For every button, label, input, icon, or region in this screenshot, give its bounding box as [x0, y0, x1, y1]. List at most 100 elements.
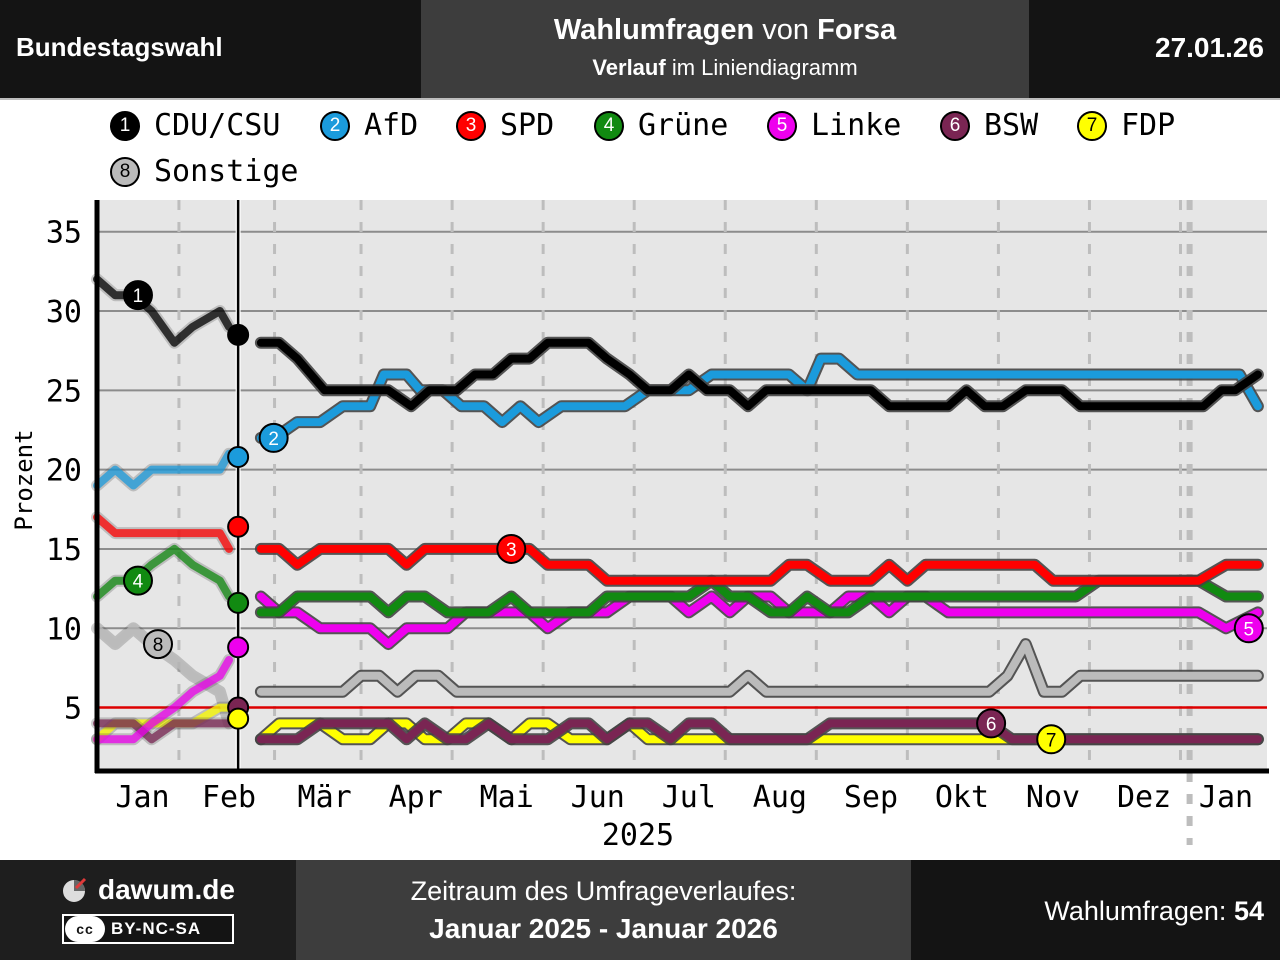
- y-tick-label: 20: [46, 454, 82, 489]
- x-tick-label: Dez: [1117, 780, 1171, 815]
- header-subtitle: Verlauf im Liniendiagramm: [421, 55, 1029, 81]
- legend: 1 CDU/CSU 2 AfD 3 SPD 4 Grüne 5 Linke 6 BSW 7 FDP 8 Son…: [0, 104, 1280, 200]
- series-line-gr-ne: [256, 576, 1262, 617]
- series-label-circle: [122, 565, 153, 596]
- x-tick-label: Jun: [571, 780, 625, 815]
- series-line-bsw: [93, 719, 233, 744]
- election-title: Bundestagswahl: [16, 32, 223, 62]
- legend-label-gr-ne: Grüne: [638, 108, 729, 143]
- x-tick-label: Mär: [298, 780, 352, 815]
- series-label-number: 1: [133, 286, 144, 307]
- legend-marker-spd: 3: [456, 110, 486, 141]
- legend-item-fdp[interactable]: 7 FDP: [1077, 108, 1175, 143]
- x-tick-label: Jan: [115, 780, 169, 815]
- series-label-number: 5: [1244, 619, 1255, 640]
- x-tick-label: Okt: [935, 780, 989, 815]
- dawum-logo-icon: [63, 877, 87, 902]
- footer-period-panel: Zeitraum des Umfrageverlaufes: Januar 20…: [296, 860, 911, 960]
- election-result-cdu-csu: [227, 323, 250, 346]
- series-label-number: 3: [506, 540, 517, 561]
- series-label-circle: [1036, 724, 1067, 755]
- legend-label-linke: Linke: [811, 108, 902, 143]
- election-result-gr-ne: [227, 591, 250, 614]
- x-axis-year-label: 2025: [602, 818, 674, 853]
- election-result-afd: [227, 445, 250, 468]
- legend-marker-cdu-csu: 1: [110, 110, 140, 141]
- series-label-gr-ne: 4: [122, 565, 153, 596]
- y-tick-label: 25: [46, 374, 82, 409]
- series-line-cdu-csu: [93, 275, 233, 347]
- series-label-spd: 3: [496, 533, 527, 564]
- license-badge[interactable]: cc BY-NC-SA: [62, 914, 234, 944]
- series-label-bsw: 6: [976, 708, 1007, 739]
- x-tick-label: Jan: [1199, 780, 1253, 815]
- series-label-sonstige: 8: [143, 629, 174, 660]
- y-axis-label: Prozent: [10, 429, 38, 530]
- brand-name: dawum.de: [98, 874, 235, 905]
- series-label-circle: [496, 533, 527, 564]
- y-tick-label: 35: [46, 216, 82, 251]
- y-tick-label: 5: [64, 692, 82, 727]
- series-label-cdu-csu: 1: [122, 280, 153, 311]
- series-label-number: 7: [1046, 730, 1057, 751]
- header-date: 27.01.26: [1155, 32, 1264, 63]
- series-line-sonstige: [256, 640, 1262, 696]
- legend-item-gr-ne[interactable]: 4 Grüne: [594, 108, 728, 143]
- footer-bar: dawum.de cc BY-NC-SA Zeitraum des Umfrag…: [0, 860, 1280, 960]
- series-label-afd: 2: [258, 422, 289, 453]
- header-divider: [0, 98, 1280, 100]
- poll-count-label: Wahlumfragen:: [1044, 896, 1227, 926]
- series-label-circle: [122, 280, 153, 311]
- series-line-cdu-csu: [256, 338, 1262, 411]
- legend-label-sonstige: Sonstige: [154, 154, 299, 189]
- legend-item-spd[interactable]: 3 SPD: [456, 108, 554, 143]
- legend-label-afd: AfD: [364, 108, 419, 143]
- legend-marker-bsw: 6: [940, 110, 970, 141]
- brand[interactable]: dawum.de: [62, 874, 235, 906]
- period-value: Januar 2025 - Januar 2026: [429, 913, 778, 944]
- x-tick-label: Apr: [389, 780, 443, 815]
- footer-brand-panel: dawum.de cc BY-NC-SA: [0, 860, 296, 960]
- legend-item-bsw[interactable]: 6 BSW: [940, 108, 1038, 143]
- creative-commons-icon: cc: [65, 916, 105, 942]
- header-bar: Bundestagswahl Wahlumfragen von Forsa Ve…: [0, 0, 1280, 98]
- legend-marker-afd: 2: [320, 110, 350, 141]
- legend-item-linke[interactable]: 5 Linke: [767, 108, 901, 143]
- y-tick-label: 30: [46, 295, 82, 330]
- series-label-linke: 5: [1233, 613, 1264, 644]
- legend-marker-sonstige: 8: [110, 156, 140, 187]
- legend-item-sonstige[interactable]: 8 Sonstige: [110, 154, 299, 189]
- header-title-main: Wahlumfragen: [553, 14, 755, 46]
- header-subtitle-bold: Verlauf: [592, 55, 666, 80]
- header-title-connector: von: [762, 14, 810, 46]
- period-label: Zeitraum des Umfrageverlaufes:: [410, 876, 797, 906]
- election-result-linke: [227, 636, 250, 659]
- legend-marker-linke: 5: [767, 110, 797, 141]
- series-line-afd: [93, 449, 233, 490]
- series-line-gr-ne: [93, 544, 233, 601]
- series-label-number: 6: [986, 714, 997, 735]
- series-label-number: 4: [133, 572, 144, 593]
- legend-label-cdu-csu: CDU/CSU: [154, 108, 281, 143]
- legend-item-cdu-csu[interactable]: 1 CDU/CSU: [110, 108, 280, 143]
- series-line-afd: [256, 354, 1262, 442]
- series-label-number: 2: [268, 429, 279, 450]
- legend-label-fdp: FDP: [1121, 108, 1176, 143]
- y-tick-label: 10: [46, 612, 82, 647]
- x-tick-label: Nov: [1026, 780, 1080, 815]
- header-title: Wahlumfragen von Forsa: [421, 14, 1029, 47]
- x-tick-label: Feb: [202, 780, 256, 815]
- series-line-spd: [256, 544, 1262, 585]
- x-tick-label: Mai: [480, 780, 534, 815]
- series-label-number: 8: [153, 635, 164, 656]
- series-label-circle: [1233, 613, 1264, 644]
- series-line-linke: [93, 656, 233, 744]
- license-text: BY-NC-SA: [111, 919, 202, 938]
- x-tick-label: Jul: [662, 780, 716, 815]
- legend-item-afd[interactable]: 2 AfD: [320, 108, 418, 143]
- series-label-circle: [143, 629, 174, 660]
- series-label-circle: [976, 708, 1007, 739]
- election-result-spd: [227, 515, 250, 538]
- legend-marker-gr-ne: 4: [594, 110, 624, 141]
